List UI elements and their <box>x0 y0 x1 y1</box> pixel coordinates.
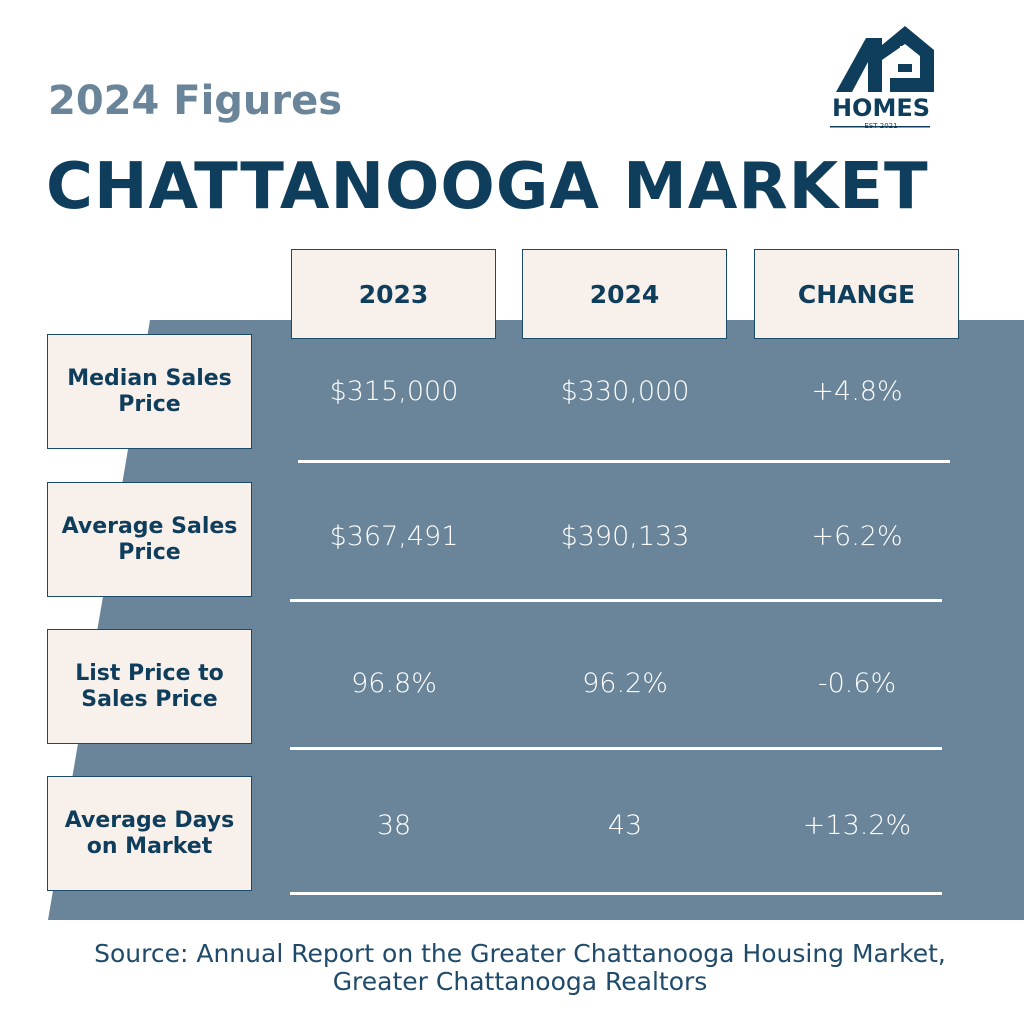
logo-name: HOMES <box>831 94 931 122</box>
source: Source: Annual Report on the Greater Cha… <box>94 939 946 996</box>
cell-value: $315,000 <box>329 376 459 407</box>
cell-value: +13.2% <box>802 810 912 841</box>
row-header: Average Days on Market <box>47 776 252 891</box>
panel <box>48 320 1024 920</box>
cell-value: $330,000 <box>560 376 690 407</box>
column-header: CHANGE <box>754 249 959 339</box>
column-header: 2023 <box>291 249 496 339</box>
title: CHATTANOOGA MARKET <box>46 150 929 224</box>
column-header: 2024 <box>522 249 727 339</box>
row-divider <box>290 892 942 895</box>
row-header: Average Sales Price <box>47 482 252 597</box>
cell-value: $390,133 <box>560 521 690 552</box>
cell-value: 96.2% <box>582 668 668 699</box>
row-header: List Price to Sales Price <box>47 629 252 744</box>
cell-value: 38 <box>376 810 412 841</box>
cell-value: 43 <box>607 810 643 841</box>
cell-value: 96.8% <box>351 668 437 699</box>
row-divider <box>290 747 942 750</box>
cell-value: +6.2% <box>811 521 903 552</box>
logo-tagline: EST 2021 <box>864 122 898 130</box>
row-header: Median Sales Price <box>47 334 252 449</box>
logo-mark <box>830 26 934 128</box>
cell-value: $367,491 <box>329 521 459 552</box>
row-divider <box>290 599 942 602</box>
subtitle: 2024 Figures <box>48 78 343 124</box>
row-divider <box>298 460 950 463</box>
cell-value: -0.6% <box>817 668 897 699</box>
cell-value: +4.8% <box>811 376 903 407</box>
